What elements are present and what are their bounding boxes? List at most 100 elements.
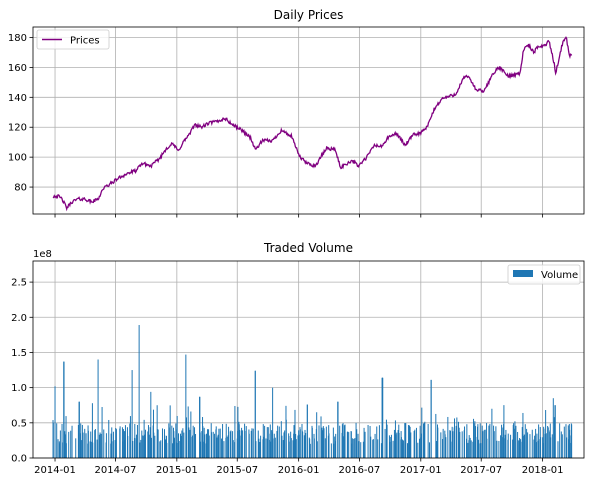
volume-bar [180,433,182,458]
volume-bar [351,438,353,458]
volume-bar [80,440,82,458]
prices-series [52,36,573,212]
volume-bar [531,429,533,458]
volume-bar [222,424,224,458]
volume-bar [156,429,158,458]
prices-legend: Prices [36,29,110,50]
volume-bar [489,423,491,458]
volume-bar [337,401,339,458]
volume-bar [496,440,498,458]
volume-bar [344,424,346,458]
volume-bar [474,421,476,458]
prices-chart-title: Daily Prices [274,8,344,22]
prices-legend-box [36,29,110,50]
volume-legend-box [507,264,581,285]
volume-bar [169,405,171,458]
volume-bar [435,413,437,458]
volume-bar [96,439,98,458]
volume-bar [59,443,61,458]
volume-x-tick-label: 2016-07 [338,465,380,476]
volume-bar [323,428,325,458]
volume-y-tick-label: 0.5 [11,418,27,429]
volume-bar [536,433,538,458]
volume-bars [52,325,573,458]
volume-bar [132,440,134,458]
volume-bar [280,421,282,458]
volume-bar [99,432,101,458]
volume-bar [480,443,482,458]
volume-bar [131,370,133,458]
volume-bar [535,428,537,458]
volume-bar [272,387,274,458]
prices-plot-area [33,27,584,214]
volume-bar [513,423,515,458]
volume-bar [71,425,73,458]
volume-bar [214,433,216,458]
volume-bar [473,423,475,458]
volume-bar [190,411,192,458]
volume-bar [258,438,260,458]
volume-bar [140,439,142,458]
volume-bar [559,423,561,458]
volume-bar [384,428,386,458]
volume-bar [85,433,87,458]
volume-bar [505,429,507,458]
volume-bar [545,433,547,458]
volume-bar [398,432,400,458]
volume-bar [512,439,514,458]
volume-bar [108,419,110,458]
volume-bar [166,442,168,458]
prices-y-tick-label: 140 [8,93,27,104]
volume-bar [244,423,246,458]
volume-bar [143,434,145,458]
volume-bar [334,441,336,458]
volume-bar [183,432,185,458]
volume-x-tick-label: 2017-01 [400,465,442,476]
volume-bar [481,425,483,458]
volume-bar [188,427,190,458]
volume-bar [390,434,392,458]
volume-bar [553,417,555,458]
volume-x-tick-label: 2015-01 [156,465,198,476]
prices-grid [33,27,584,214]
volume-bar [138,325,140,458]
volume-bar [376,426,378,458]
volume-bar [565,424,567,458]
volume-bar [305,433,307,458]
volume-bar [141,435,143,458]
volume-bar [561,434,563,458]
volume-bar [311,427,313,458]
volume-bar [515,425,517,458]
volume-bar [250,430,252,458]
volume-bar [147,431,149,458]
volume-bar [430,379,432,458]
volume-bar [290,438,292,458]
volume-bar [407,425,409,458]
volume-bar [174,438,175,458]
volume-bar [68,431,70,458]
volume-bar [54,386,56,458]
volume-bar [493,425,495,458]
volume-bar [64,434,66,458]
volume-bar [405,423,407,458]
volume-bar [390,437,392,458]
volume-x-tick-label: 2016-01 [278,465,320,476]
volume-bar [103,429,105,458]
volume-bar [395,434,397,458]
volume-bar [239,435,241,458]
volume-bar [124,425,126,458]
volume-bar [484,429,486,458]
volume-bar [510,434,512,458]
volume-bar [450,430,452,458]
volume-bar [61,442,63,458]
volume-bar [288,441,290,458]
volume-bar [298,430,300,458]
volume-bar [91,441,93,458]
volume-bar [452,431,454,458]
volume-bar [84,428,86,458]
volume-x-tick-label: 2014-01 [34,465,76,476]
volume-bar [356,429,358,458]
volume-bar [274,437,276,458]
volume-y-tick-label: 1.5 [11,348,27,359]
volume-bar [94,429,96,458]
